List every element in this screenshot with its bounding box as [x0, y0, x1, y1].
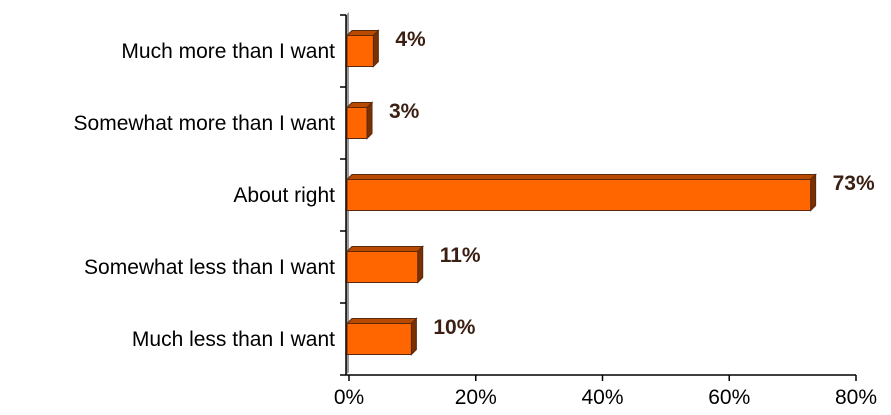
- data-label: 3%: [389, 100, 420, 123]
- bar: [346, 107, 368, 139]
- bar-top: [345, 318, 418, 324]
- bar: [346, 179, 812, 211]
- bar: [346, 251, 419, 283]
- category-label: Somewhat less than I want: [84, 256, 335, 279]
- bar-top: [345, 246, 424, 252]
- bar-side: [410, 317, 417, 356]
- axes: [340, 12, 857, 381]
- x-tick-label: 20%: [455, 386, 497, 409]
- category-label: Much more than I want: [121, 40, 335, 63]
- bar-side: [417, 245, 424, 284]
- bar-side: [372, 29, 379, 68]
- category-label: Much less than I want: [132, 328, 335, 351]
- bars: [345, 29, 817, 356]
- data-label: 73%: [833, 172, 875, 195]
- bar: [346, 323, 412, 355]
- bar-side: [366, 101, 373, 140]
- x-tick-label: 60%: [708, 386, 750, 409]
- bar: [346, 35, 374, 67]
- x-tick-label: 40%: [581, 386, 623, 409]
- data-label: 4%: [395, 28, 426, 51]
- category-label: Somewhat more than I want: [74, 112, 336, 135]
- data-label: 10%: [433, 316, 475, 339]
- labels: 0% 20% 40% 60% 80% Much more than I want 4% Som…: [74, 28, 877, 409]
- bar-top: [345, 174, 817, 180]
- category-label: About right: [233, 184, 335, 207]
- x-tick-label: 80%: [835, 386, 877, 409]
- bar-side: [810, 173, 817, 212]
- x-tick-label: 0%: [334, 386, 364, 409]
- data-label: 11%: [440, 244, 481, 267]
